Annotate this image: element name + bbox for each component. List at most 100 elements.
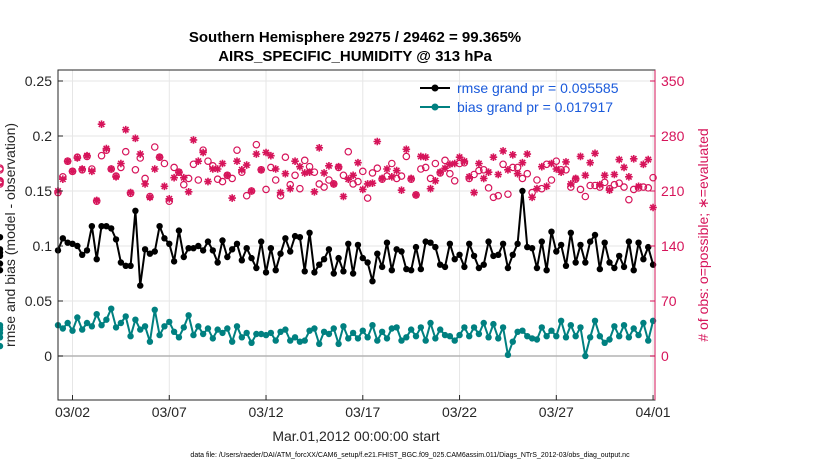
rmse-point	[98, 223, 105, 230]
bias-point	[422, 337, 429, 344]
bias-point	[243, 329, 250, 337]
bias-point	[398, 337, 405, 344]
bias-point	[586, 334, 594, 341]
rmse-point	[528, 245, 536, 252]
obs-evaluated-point	[436, 168, 444, 176]
bias-point	[446, 333, 454, 340]
rmse-point	[146, 250, 154, 257]
bias-point	[504, 351, 512, 359]
obs-evaluated-point	[150, 165, 159, 173]
obs-possible-point	[581, 192, 590, 201]
obs-evaluated-point	[465, 173, 474, 181]
x-axis-label: Mar.01,2012 00:00:00 start	[272, 428, 439, 444]
bias-point	[349, 329, 357, 337]
obs-evaluated-point	[238, 165, 246, 174]
obs-possible-point	[475, 166, 483, 175]
obs-evaluated-point	[562, 158, 570, 166]
obs-evaluated-point	[547, 159, 556, 168]
y-left-tick-label: 0.1	[33, 238, 53, 254]
rmse-point	[451, 256, 458, 263]
obs-evaluated-point	[475, 159, 483, 168]
rmse-point	[403, 265, 410, 273]
rmse-point	[407, 267, 415, 274]
rmse-point	[485, 238, 492, 245]
bias-point	[112, 324, 120, 331]
bias-point	[388, 325, 396, 332]
rmse-point	[557, 241, 565, 249]
obs-evaluated-point	[378, 174, 386, 183]
obs-evaluated-point	[446, 160, 454, 169]
obs-evaluated-point	[59, 175, 67, 184]
obs-possible-point	[499, 160, 507, 169]
rmse-point	[277, 250, 284, 257]
bias-point	[645, 337, 652, 344]
rmse-point	[572, 259, 579, 266]
rmse-point	[224, 253, 231, 261]
obs-evaluated-point	[228, 194, 236, 202]
rmse-point	[495, 251, 502, 258]
obs-evaluated-point	[508, 151, 517, 159]
obs-possible-point	[615, 179, 623, 187]
bias-point	[248, 339, 255, 346]
obs-evaluated-point	[325, 162, 333, 170]
bias-point	[591, 317, 599, 324]
obs-evaluated-point	[571, 174, 580, 183]
rmse-point	[630, 267, 637, 274]
obs-possible-point	[0, 165, 4, 174]
obs-possible-point	[388, 159, 396, 168]
obs-possible-point	[518, 174, 527, 183]
rmse-point	[504, 264, 512, 272]
y-left-tick-label: 0.2	[33, 128, 53, 144]
obs-evaluated-point	[402, 145, 411, 154]
y-left-tick-label: 0.15	[25, 183, 52, 199]
obs-evaluated-point	[102, 144, 111, 153]
x-tick-label: 04/01	[636, 404, 671, 420]
bias-point	[306, 327, 313, 334]
bias-point	[436, 326, 444, 333]
obs-possible-point	[533, 176, 541, 184]
obs-evaluated-point	[368, 179, 377, 187]
obs-evaluated-point	[605, 186, 614, 195]
bias-point	[456, 331, 463, 339]
obs-evaluated-point	[141, 180, 149, 188]
rmse-point	[480, 261, 487, 268]
rmse-point	[117, 259, 125, 266]
rmse-point	[640, 256, 647, 263]
y-left-axis-ticks: 0 0.05 0.1 0.15 0.2 0.25	[25, 73, 63, 364]
rmse-point	[620, 263, 628, 271]
obs-possible-point	[489, 193, 498, 202]
rmse-point	[185, 245, 192, 252]
obs-evaluated-point	[257, 165, 265, 174]
bias-point	[190, 331, 197, 339]
rmse-point	[524, 243, 531, 251]
bias-point	[567, 322, 575, 329]
rmse-point	[287, 248, 294, 255]
obs-possible-point	[586, 181, 594, 190]
bias-point	[335, 340, 342, 348]
obs-evaluated-point	[131, 134, 140, 143]
obs-possible-point	[421, 163, 430, 172]
rmse-point	[548, 228, 555, 235]
bias-point	[470, 324, 478, 331]
y-left-tick-label: 0	[44, 348, 52, 364]
x-tick-label: 03/07	[152, 404, 187, 420]
bias-point	[224, 325, 231, 332]
obs-possible-point	[397, 172, 406, 180]
obs-possible-point	[644, 184, 653, 192]
rmse-point	[330, 270, 337, 277]
rmse-point	[436, 261, 444, 268]
legend-bias-label: bias grand pr = 0.017917	[457, 99, 613, 115]
bias-point	[214, 326, 221, 333]
rmse-point	[108, 225, 115, 232]
obs-evaluated-point	[179, 173, 188, 182]
bias-point	[170, 328, 178, 335]
obs-evaluated-point	[329, 180, 338, 188]
y-right-axis-label: # of obs: o=possible; ∗=evaluated	[695, 128, 711, 341]
bias-point	[524, 333, 531, 340]
obs-evaluated-point	[533, 184, 541, 193]
rmse-point	[398, 248, 405, 255]
bias-point	[364, 334, 371, 341]
rmse-point	[0, 246, 4, 253]
bias-point	[553, 333, 560, 340]
bias-point	[451, 337, 458, 344]
